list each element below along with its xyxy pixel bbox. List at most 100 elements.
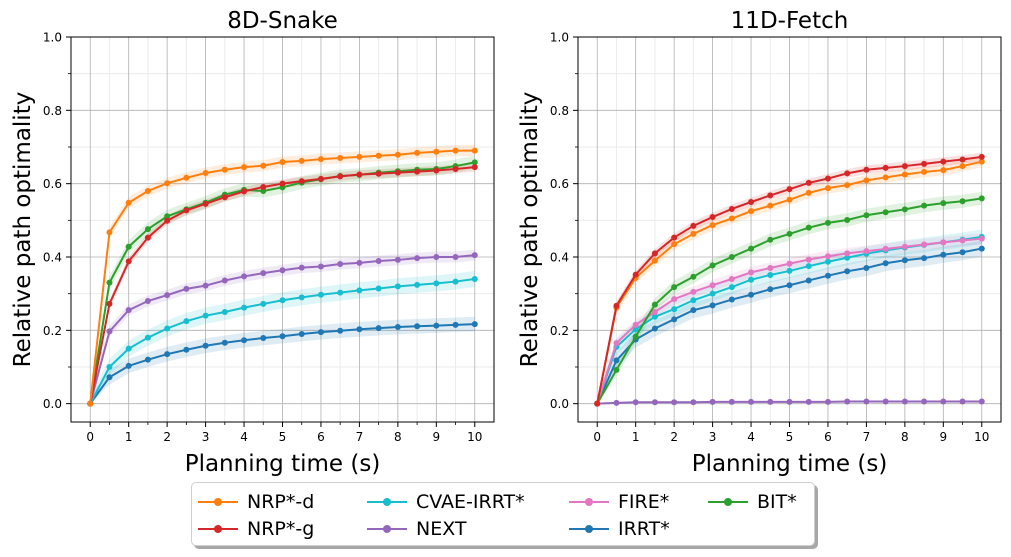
data-point-nrp-g — [433, 167, 440, 174]
data-point-next — [978, 398, 985, 405]
data-point-nrp-g — [471, 164, 478, 171]
data-point-irrt — [221, 339, 228, 346]
data-point-irrt — [651, 325, 658, 332]
x-tick-label: 3 — [202, 430, 210, 444]
data-point-bit — [613, 366, 620, 373]
data-point-nrp-d — [978, 158, 985, 165]
data-point-cvae-irrt — [433, 280, 440, 287]
data-point-nrp-g — [748, 199, 755, 205]
data-point-cvae-irrt — [728, 284, 735, 291]
legend-label-fire: FIRE* — [618, 491, 670, 513]
data-point-next — [106, 328, 113, 335]
data-point-nrp-g — [279, 180, 286, 187]
data-point-cvae-irrt — [375, 285, 382, 292]
data-point-fire — [921, 241, 928, 248]
legend-line-cvae-irrt — [367, 489, 407, 515]
data-point-fire — [671, 296, 678, 303]
data-point-nrp-d — [901, 171, 908, 178]
data-point-cvae-irrt — [414, 281, 421, 288]
data-point-next — [356, 259, 363, 266]
data-point-cvae-irrt — [786, 267, 793, 274]
data-point-cvae-irrt — [279, 297, 286, 304]
data-point-nrp-g — [613, 302, 620, 309]
legend-label-bit: BIT* — [757, 491, 797, 513]
data-point-nrp-d — [471, 147, 478, 154]
data-point-fire — [959, 237, 966, 244]
data-point-irrt — [921, 255, 928, 262]
data-point-next — [375, 258, 382, 265]
data-point-nrp-g — [844, 170, 851, 177]
legend-label-next: NEXT — [416, 518, 467, 540]
data-point-nrp-d — [786, 196, 793, 203]
data-point-cvae-irrt — [671, 306, 678, 313]
data-point-bit — [690, 273, 697, 280]
data-point-cvae-irrt — [144, 334, 151, 341]
data-point-nrp-g — [690, 222, 697, 229]
x-tick-label: 2 — [670, 430, 678, 444]
x-tick-label: 4 — [747, 430, 755, 444]
data-point-irrt — [125, 362, 132, 369]
x-tick-label: 6 — [824, 430, 832, 444]
data-point-cvae-irrt — [164, 325, 171, 332]
data-point-nrp-g — [978, 153, 985, 160]
data-point-nrp-g — [671, 234, 678, 241]
data-point-nrp-g — [940, 158, 947, 165]
data-point-fire — [651, 309, 658, 315]
data-point-irrt — [709, 302, 716, 309]
data-point-cvae-irrt — [317, 291, 324, 298]
data-point-irrt — [241, 337, 248, 344]
data-point-nrp-d — [805, 189, 812, 196]
data-point-cvae-irrt — [298, 294, 305, 301]
data-point-nrp-d — [279, 159, 286, 166]
data-point-bit — [786, 230, 793, 237]
data-point-nrp-d — [375, 152, 382, 159]
data-point-nrp-g — [882, 164, 889, 171]
data-point-fire — [940, 239, 947, 246]
data-point-nrp-d — [651, 257, 658, 264]
data-point-next — [805, 398, 812, 405]
data-point-nrp-g — [824, 175, 831, 182]
data-point-cvae-irrt — [241, 304, 248, 311]
data-point-nrp-g — [786, 186, 793, 193]
data-point-nrp-g — [452, 166, 459, 172]
series-layer — [594, 152, 985, 407]
data-point-bit — [978, 195, 985, 202]
data-point-nrp-d — [959, 163, 966, 170]
data-point-bit — [164, 213, 171, 220]
x-tick-label: 1 — [632, 430, 640, 444]
data-point-nrp-d — [690, 230, 697, 237]
data-point-nrp-d — [728, 215, 735, 222]
data-point-next — [433, 254, 440, 260]
y-tick-label: 0.4 — [550, 251, 569, 265]
x-tick-label: 5 — [786, 430, 794, 444]
data-point-irrt — [978, 245, 985, 252]
data-point-bit — [901, 206, 908, 213]
data-point-irrt — [106, 374, 113, 381]
data-point-bit — [921, 202, 928, 209]
legend: NRP*-d NRP*-g CVAE-IRRT* NEXT FIRE* IRRT… — [191, 482, 815, 546]
data-point-fire — [728, 276, 735, 282]
data-point-irrt — [337, 327, 344, 334]
x-tick-label: 2 — [163, 430, 171, 444]
data-point-nrp-g — [337, 173, 344, 180]
data-point-nrp-g — [594, 400, 601, 407]
y-tick-label: 0.2 — [550, 324, 569, 338]
x-tick-label: 0 — [86, 430, 94, 444]
data-point-nrp-d — [260, 162, 267, 169]
data-point-next — [471, 252, 478, 259]
data-point-cvae-irrt — [805, 263, 812, 270]
legend-line-irrt — [569, 516, 609, 542]
y-axis-label: Relative path optimality — [517, 92, 543, 368]
data-point-irrt — [433, 322, 440, 329]
data-point-fire — [844, 250, 851, 257]
data-point-fire — [767, 265, 774, 271]
legend-line-next — [367, 516, 407, 542]
data-point-irrt — [748, 291, 755, 298]
data-point-bit — [671, 284, 678, 291]
data-point-bit — [106, 279, 113, 286]
x-tick-label: 9 — [939, 430, 947, 444]
y-tick-label: 0.8 — [43, 104, 62, 118]
data-point-next — [824, 398, 831, 405]
data-point-bit — [144, 226, 151, 233]
data-point-next — [613, 399, 620, 406]
